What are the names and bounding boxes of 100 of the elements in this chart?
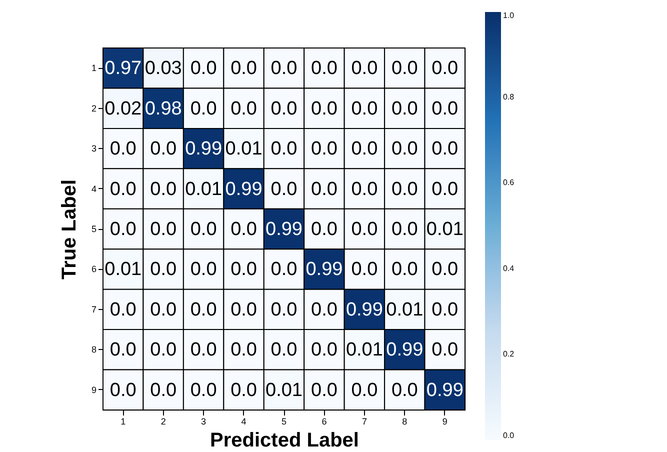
- x-tick-label: 3: [201, 416, 206, 426]
- data-label: 0.0: [391, 178, 418, 200]
- data-label: 0.0: [190, 98, 217, 120]
- data-label: 0.0: [110, 340, 136, 361]
- data-label: 0.0: [311, 299, 338, 320]
- x-tick-label: 2: [160, 416, 166, 426]
- data-label: 0.0: [270, 58, 298, 80]
- data-label: 0.0: [432, 58, 458, 80]
- data-label: 0.0: [110, 299, 136, 320]
- x-tick-label: 9: [442, 416, 448, 426]
- data-label: 0.0: [270, 259, 298, 280]
- data-label: 0.0: [432, 259, 458, 280]
- data-label: 0.97: [104, 58, 142, 80]
- data-label: 0.0: [391, 259, 418, 280]
- data-label: 0.0: [432, 178, 458, 200]
- data-label: 0.0: [150, 340, 177, 361]
- data-label: 0.0: [351, 58, 378, 80]
- data-label: 0.0: [311, 58, 338, 80]
- y-tick-label: 7: [91, 304, 96, 314]
- color-bar-label: 0.8: [503, 92, 515, 102]
- data-label: 0.0: [391, 380, 418, 401]
- data-label: 0.0: [150, 259, 177, 280]
- data-label: 0.0: [190, 58, 217, 80]
- data-label: 0.01: [104, 259, 142, 280]
- y-tick-label: 5: [91, 224, 96, 234]
- data-label: 0.99: [266, 219, 302, 240]
- data-label: 0.0: [110, 219, 136, 240]
- data-label: 0.0: [150, 380, 177, 401]
- x-axis-title: Predicted Label: [210, 430, 359, 452]
- data-label: 0.99: [386, 340, 424, 361]
- data-label: 0.0: [311, 98, 338, 120]
- color-bar-label: 0.4: [503, 264, 515, 273]
- data-label: 0.01: [185, 178, 222, 200]
- data-label: 0.01: [386, 299, 424, 320]
- data-label: 0.0: [351, 98, 378, 120]
- data-label: 0.0: [230, 340, 257, 361]
- data-label: 0.0: [311, 138, 338, 160]
- color-bar-label: 0.0: [503, 431, 515, 440]
- data-label: 0.0: [270, 98, 298, 120]
- data-label: 0.0: [351, 138, 378, 160]
- data-label: 0.0: [190, 380, 217, 401]
- data-label: 0.0: [391, 58, 418, 80]
- y-tick-label: 4: [91, 184, 96, 194]
- y-tick-label: 9: [91, 384, 96, 395]
- data-label: 0.0: [190, 340, 217, 361]
- data-label: 0.99: [426, 380, 464, 401]
- data-label: 0.0: [270, 340, 298, 361]
- data-label: 0.0: [432, 98, 458, 120]
- data-label: 0.01: [225, 138, 262, 160]
- data-label: 0.99: [346, 299, 383, 320]
- data-label: 0.0: [351, 178, 378, 200]
- data-label: 0.99: [306, 259, 343, 280]
- data-label: 0.0: [432, 340, 458, 361]
- data-label: 0.0: [190, 259, 217, 280]
- data-label: 0.0: [391, 219, 418, 240]
- data-label: 0.0: [150, 178, 177, 200]
- data-label: 0.0: [150, 299, 177, 320]
- data-label: 0.0: [190, 299, 217, 320]
- x-tick-label: 6: [322, 416, 327, 426]
- x-tick-label: 7: [362, 416, 367, 426]
- y-tick-label: 8: [91, 344, 96, 355]
- data-label: 0.02: [104, 98, 142, 120]
- data-label: 0.0: [230, 219, 257, 240]
- data-label: 0.01: [346, 340, 383, 361]
- color-bar-label: 0.2: [503, 349, 515, 358]
- data-label: 0.0: [311, 380, 338, 401]
- color-bar-label: 1.0: [503, 11, 515, 20]
- data-label: 0.0: [230, 98, 257, 120]
- data-label: 0.0: [432, 138, 458, 160]
- data-label: 0.0: [391, 98, 418, 120]
- data-label: 0.0: [270, 299, 298, 320]
- data-label: 0.99: [185, 138, 222, 160]
- data-label: 0.0: [311, 340, 338, 361]
- data-label: 0.98: [144, 98, 182, 120]
- x-tick-label: 4: [241, 416, 246, 426]
- data-label: 0.0: [110, 380, 136, 401]
- data-label: 0.0: [110, 138, 136, 160]
- data-label: 0.0: [391, 138, 418, 160]
- data-label: 0.0: [311, 219, 338, 240]
- data-label: 0.0: [432, 299, 458, 320]
- data-label: 0.0: [230, 259, 257, 280]
- data-label: 0.0: [351, 219, 378, 240]
- y-tick-label: 3: [91, 144, 96, 154]
- data-label: 0.01: [426, 219, 464, 240]
- data-label: 0.0: [190, 219, 217, 240]
- x-tick-label: 8: [402, 416, 408, 426]
- y-axis-title: True Label: [58, 179, 80, 280]
- data-label: 0.0: [351, 259, 378, 280]
- data-label: 0.0: [311, 178, 338, 200]
- x-tick-label: 5: [281, 416, 287, 426]
- data-label: 0.01: [266, 380, 302, 401]
- data-label: 0.0: [270, 138, 298, 160]
- data-label: 0.0: [230, 299, 257, 320]
- y-tick-label: 1: [91, 63, 96, 74]
- data-label: 0.0: [230, 380, 257, 401]
- x-tick-label: 1: [120, 416, 126, 426]
- data-label: 0.0: [110, 178, 136, 200]
- color-bar-label: 0.6: [503, 178, 515, 188]
- data-label: 0.99: [225, 178, 262, 200]
- data-label: 0.0: [351, 380, 378, 401]
